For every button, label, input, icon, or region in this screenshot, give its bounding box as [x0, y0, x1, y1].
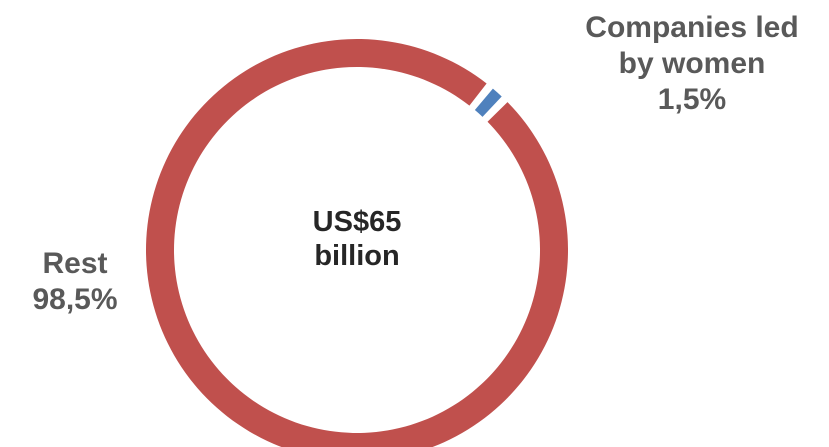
slice-label-line-1: Companies led [585, 11, 799, 44]
center-line-2: billion [314, 240, 400, 272]
slice-label-companies-led-by-women: Companies led by women 1,5% [560, 10, 824, 118]
donut-slice-0 [474, 88, 502, 117]
slice-label-line-2: by women [618, 47, 766, 80]
slice-label-rest: Rest 98,5% [10, 246, 140, 318]
slice-group [146, 39, 568, 447]
slice-value-label: 1,5% [657, 83, 727, 116]
slice-label-line-1: Rest [42, 247, 108, 280]
slice-value-label: 98,5% [32, 283, 118, 316]
center-line-1: US$65 [312, 206, 402, 238]
center-total-label: US$65 billion [257, 205, 457, 273]
